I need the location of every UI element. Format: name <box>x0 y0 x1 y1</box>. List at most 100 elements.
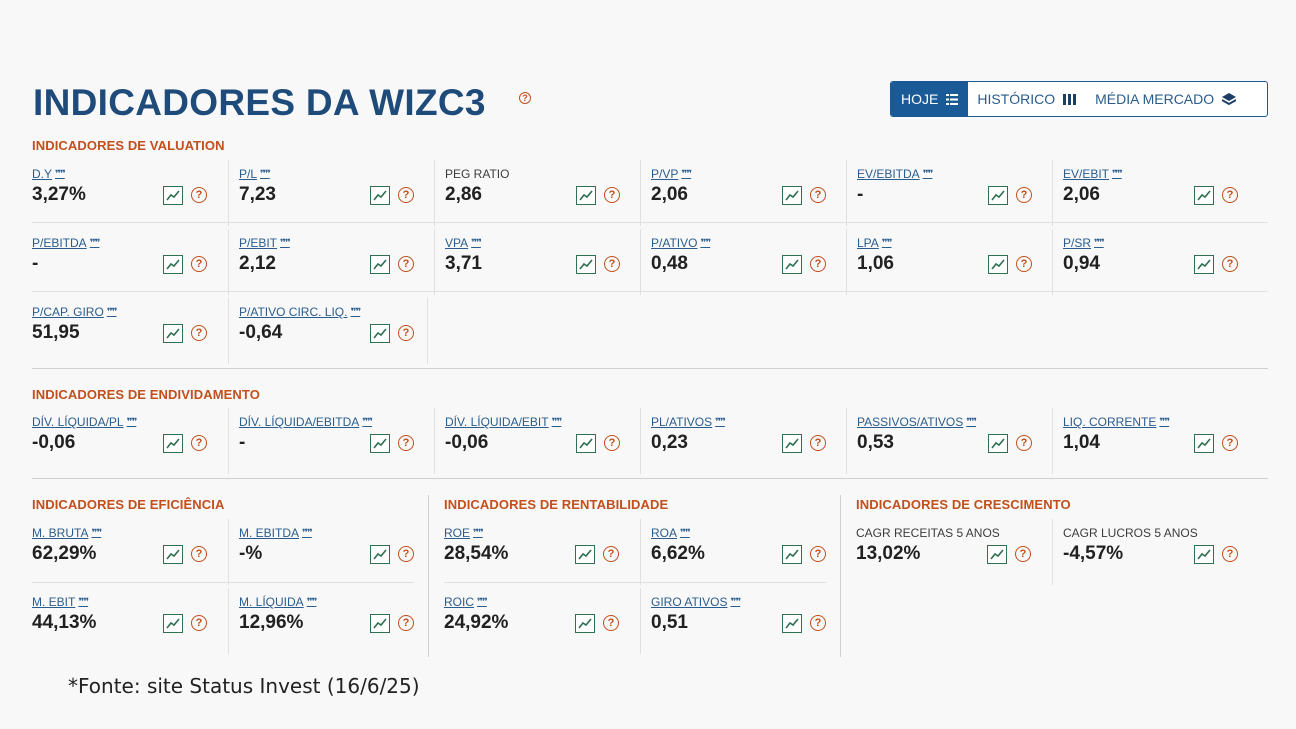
indicator-label[interactable]: P/VP ❞❞ <box>651 167 692 181</box>
help-icon[interactable]: ? <box>1015 546 1031 562</box>
chart-icon[interactable] <box>987 545 1007 564</box>
chart-icon[interactable] <box>163 255 183 274</box>
indicator-label[interactable]: P/ATIVO CIRC. LIQ. ❞❞ <box>239 305 361 319</box>
indicator-label[interactable]: VPA ❞❞ <box>445 236 482 250</box>
chart-icon[interactable] <box>575 614 595 633</box>
indicator-label[interactable]: M. BRUTA ❞❞ <box>32 526 102 540</box>
indicator-label[interactable]: P/EBITDA ❞❞ <box>32 236 100 250</box>
help-icon[interactable]: ? <box>191 256 207 272</box>
indicator-label[interactable]: EV/EBIT ❞❞ <box>1063 167 1123 181</box>
chart-icon[interactable] <box>163 545 183 564</box>
help-icon[interactable]: ? <box>604 435 620 451</box>
chart-icon[interactable] <box>988 434 1008 453</box>
indicator-label[interactable]: M. EBITDA ❞❞ <box>239 526 313 540</box>
indicator-label[interactable]: ROE ❞❞ <box>444 526 484 540</box>
indicator-div-liquida-pl: DÍV. LÍQUIDA/PL ❞❞ -0,06 ? <box>32 408 238 474</box>
indicator-label[interactable]: PL/ATIVOS ❞❞ <box>651 415 726 429</box>
help-icon[interactable]: ? <box>1222 435 1238 451</box>
chart-icon[interactable] <box>782 434 802 453</box>
indicator-label[interactable]: P/SR ❞❞ <box>1063 236 1105 250</box>
chart-icon[interactable] <box>576 434 596 453</box>
chart-icon[interactable] <box>370 545 390 564</box>
help-icon[interactable]: ? <box>1222 546 1238 562</box>
help-icon[interactable]: ? <box>398 546 414 562</box>
help-icon[interactable]: ? <box>810 435 826 451</box>
help-icon[interactable]: ? <box>1016 435 1032 451</box>
chart-icon[interactable] <box>1194 545 1214 564</box>
indicator-label[interactable]: LIQ. CORRENTE ❞❞ <box>1063 415 1170 429</box>
indicator-label[interactable]: GIRO ATIVOS ❞❞ <box>651 595 741 609</box>
indicator-label[interactable]: P/EBIT ❞❞ <box>239 236 291 250</box>
indicator-value: 51,95 <box>32 322 80 343</box>
chart-icon[interactable] <box>370 434 390 453</box>
list-icon <box>946 93 959 105</box>
indicator-label[interactable]: PASSIVOS/ATIVOS ❞❞ <box>857 415 977 429</box>
help-icon[interactable]: ? <box>604 187 620 203</box>
indicator-label[interactable]: DÍV. LÍQUIDA/EBIT ❞❞ <box>445 415 562 429</box>
chart-icon[interactable] <box>988 186 1008 205</box>
tab-media-mercado[interactable]: MÉDIA MERCADO <box>1086 82 1245 116</box>
help-icon[interactable]: ? <box>191 435 207 451</box>
indicator-label[interactable]: ROA ❞❞ <box>651 526 691 540</box>
chart-icon[interactable] <box>1194 434 1214 453</box>
chart-icon[interactable] <box>576 255 596 274</box>
chart-icon[interactable] <box>1194 255 1214 274</box>
help-icon[interactable]: ? <box>398 615 414 631</box>
help-icon[interactable]: ? <box>604 256 620 272</box>
tab-hoje[interactable]: HOJE <box>891 82 969 116</box>
help-icon[interactable]: ? <box>191 187 207 203</box>
help-icon[interactable]: ? <box>1222 187 1238 203</box>
chart-icon[interactable] <box>163 186 183 205</box>
indicator-label[interactable]: ROIC ❞❞ <box>444 595 488 609</box>
chart-icon[interactable] <box>370 324 390 343</box>
quote-icon: ❞❞ <box>881 237 893 249</box>
indicator-label[interactable]: LPA ❞❞ <box>857 236 893 250</box>
chart-icon[interactable] <box>575 545 595 564</box>
help-icon[interactable]: ? <box>398 187 414 203</box>
help-icon[interactable]: ? <box>1222 256 1238 272</box>
tab-historico[interactable]: HISTÓRICO <box>968 82 1086 116</box>
chart-icon[interactable] <box>782 186 802 205</box>
help-icon[interactable]: ? <box>603 615 619 631</box>
help-icon[interactable]: ? <box>398 435 414 451</box>
indicator-value: 1,06 <box>857 253 894 274</box>
quote-icon: ❞❞ <box>78 596 89 608</box>
chart-icon[interactable] <box>370 614 390 633</box>
help-icon[interactable]: ? <box>398 325 414 341</box>
chart-icon[interactable] <box>988 255 1008 274</box>
chart-icon[interactable] <box>163 324 183 343</box>
chart-icon[interactable] <box>370 255 390 274</box>
indicator-label[interactable]: P/L ❞❞ <box>239 167 271 181</box>
chart-icon[interactable] <box>782 545 802 564</box>
indicator-label[interactable]: P/ATIVO ❞❞ <box>651 236 711 250</box>
help-icon[interactable]: ? <box>1016 256 1032 272</box>
indicator-label[interactable]: M. LÍQUIDA ❞❞ <box>239 595 317 609</box>
help-icon[interactable]: ? <box>810 187 826 203</box>
chart-icon[interactable] <box>1194 186 1214 205</box>
indicator-peg-ratio: PEG RATIO 2,86 ? <box>434 160 640 226</box>
indicator-label[interactable]: DÍV. LÍQUIDA/PL ❞❞ <box>32 415 137 429</box>
help-icon[interactable]: ? <box>191 325 207 341</box>
help-icon[interactable]: ? <box>1016 187 1032 203</box>
indicator-label[interactable]: M. EBIT ❞❞ <box>32 595 89 609</box>
chart-icon[interactable] <box>576 186 596 205</box>
help-icon[interactable]: ? <box>603 546 619 562</box>
indicator-label[interactable]: P/CAP. GIRO ❞❞ <box>32 305 118 319</box>
chart-icon[interactable] <box>163 434 183 453</box>
help-icon[interactable]: ? <box>191 615 207 631</box>
help-icon[interactable]: ? <box>191 546 207 562</box>
indicator-value: 62,29% <box>32 543 97 564</box>
help-icon[interactable]: ? <box>810 615 826 631</box>
indicator-label[interactable]: D.Y ❞❞ <box>32 167 66 181</box>
chart-icon[interactable] <box>370 186 390 205</box>
indicator-label[interactable]: EV/EBITDA ❞❞ <box>857 167 933 181</box>
chart-icon[interactable] <box>782 255 802 274</box>
help-icon[interactable]: ? <box>810 256 826 272</box>
indicator-value: - <box>239 432 246 453</box>
help-icon[interactable]: ? <box>519 92 531 104</box>
indicator-label[interactable]: DÍV. LÍQUIDA/EBITDA ❞❞ <box>239 415 373 429</box>
help-icon[interactable]: ? <box>810 546 826 562</box>
chart-icon[interactable] <box>782 614 802 633</box>
chart-icon[interactable] <box>163 614 183 633</box>
help-icon[interactable]: ? <box>398 256 414 272</box>
